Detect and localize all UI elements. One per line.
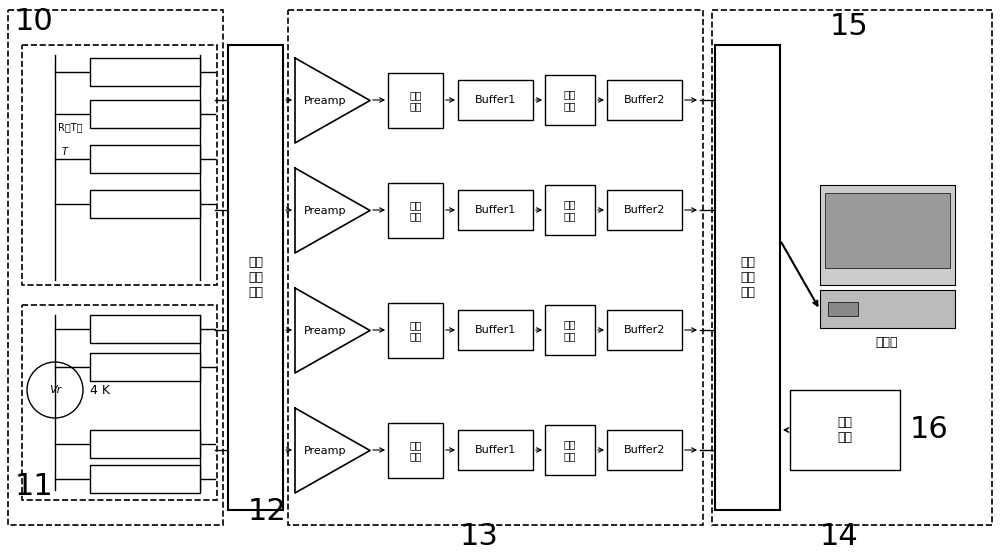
Text: Buffer2: Buffer2 <box>624 95 665 105</box>
Text: 滤波
器二: 滤波 器二 <box>564 199 576 221</box>
Text: Buffer1: Buffer1 <box>475 445 516 455</box>
Bar <box>228 45 283 510</box>
Text: 11: 11 <box>15 472 54 501</box>
Bar <box>90 100 200 128</box>
Polygon shape <box>295 168 370 253</box>
Text: R（T）: R（T） <box>58 122 82 132</box>
Text: 滤波
器一: 滤波 器一 <box>409 320 422 341</box>
Bar <box>545 305 595 355</box>
Bar <box>712 10 992 525</box>
Bar <box>90 145 200 173</box>
Bar <box>790 390 900 470</box>
Bar <box>607 80 682 120</box>
Text: Preamp: Preamp <box>304 325 346 335</box>
Bar <box>288 10 703 525</box>
Text: Buffer2: Buffer2 <box>624 325 665 335</box>
Bar <box>90 430 200 458</box>
Bar <box>715 45 780 510</box>
Text: 滤波
器一: 滤波 器一 <box>409 440 422 461</box>
Bar <box>545 185 595 235</box>
Bar <box>825 193 950 268</box>
Text: Preamp: Preamp <box>304 95 346 105</box>
Bar <box>388 423 443 478</box>
Text: 12: 12 <box>248 497 287 526</box>
Text: T: T <box>62 147 68 157</box>
Bar <box>90 465 200 493</box>
Text: Preamp: Preamp <box>304 205 346 215</box>
Text: 16: 16 <box>910 416 949 445</box>
Bar <box>607 430 682 470</box>
Text: 10: 10 <box>15 7 54 36</box>
Bar <box>22 305 217 500</box>
Polygon shape <box>295 408 370 493</box>
Bar <box>545 425 595 475</box>
Text: Buffer1: Buffer1 <box>475 205 516 215</box>
Text: 滤波
器二: 滤波 器二 <box>564 319 576 341</box>
Text: Buffer1: Buffer1 <box>475 95 516 105</box>
Bar <box>545 75 595 125</box>
Bar <box>388 73 443 128</box>
Bar <box>388 303 443 358</box>
Text: 14: 14 <box>820 522 859 551</box>
Text: 13: 13 <box>460 522 499 551</box>
Bar <box>607 190 682 230</box>
Text: 15: 15 <box>830 12 869 41</box>
Text: Buffer2: Buffer2 <box>624 205 665 215</box>
Bar <box>458 190 533 230</box>
Text: Buffer2: Buffer2 <box>624 445 665 455</box>
Text: 时序
电路: 时序 电路 <box>838 416 852 444</box>
Bar <box>820 185 955 285</box>
Bar <box>90 315 200 343</box>
Text: 开关
转换
电路: 开关 转换 电路 <box>248 256 263 299</box>
Bar <box>8 10 223 525</box>
Text: Vr: Vr <box>49 385 61 395</box>
Text: Preamp: Preamp <box>304 445 346 455</box>
Text: 滤波
器二: 滤波 器二 <box>564 89 576 111</box>
Bar <box>820 290 955 328</box>
Polygon shape <box>295 58 370 143</box>
Bar <box>458 310 533 350</box>
Text: 数据
采集
电路: 数据 采集 电路 <box>740 256 755 299</box>
Bar <box>458 430 533 470</box>
Bar <box>90 353 200 381</box>
Bar <box>458 80 533 120</box>
Text: 滤波
器一: 滤波 器一 <box>409 200 422 222</box>
Bar <box>828 302 858 316</box>
Text: 计算机: 计算机 <box>876 336 898 349</box>
Bar <box>90 58 200 86</box>
Bar <box>607 310 682 350</box>
Text: 4 K: 4 K <box>90 383 110 397</box>
Text: 滤波
器一: 滤波 器一 <box>409 90 422 111</box>
Bar <box>22 45 217 285</box>
Text: 滤波
器二: 滤波 器二 <box>564 439 576 461</box>
Bar <box>388 183 443 238</box>
Polygon shape <box>295 288 370 373</box>
Text: Buffer1: Buffer1 <box>475 325 516 335</box>
Bar <box>90 190 200 218</box>
